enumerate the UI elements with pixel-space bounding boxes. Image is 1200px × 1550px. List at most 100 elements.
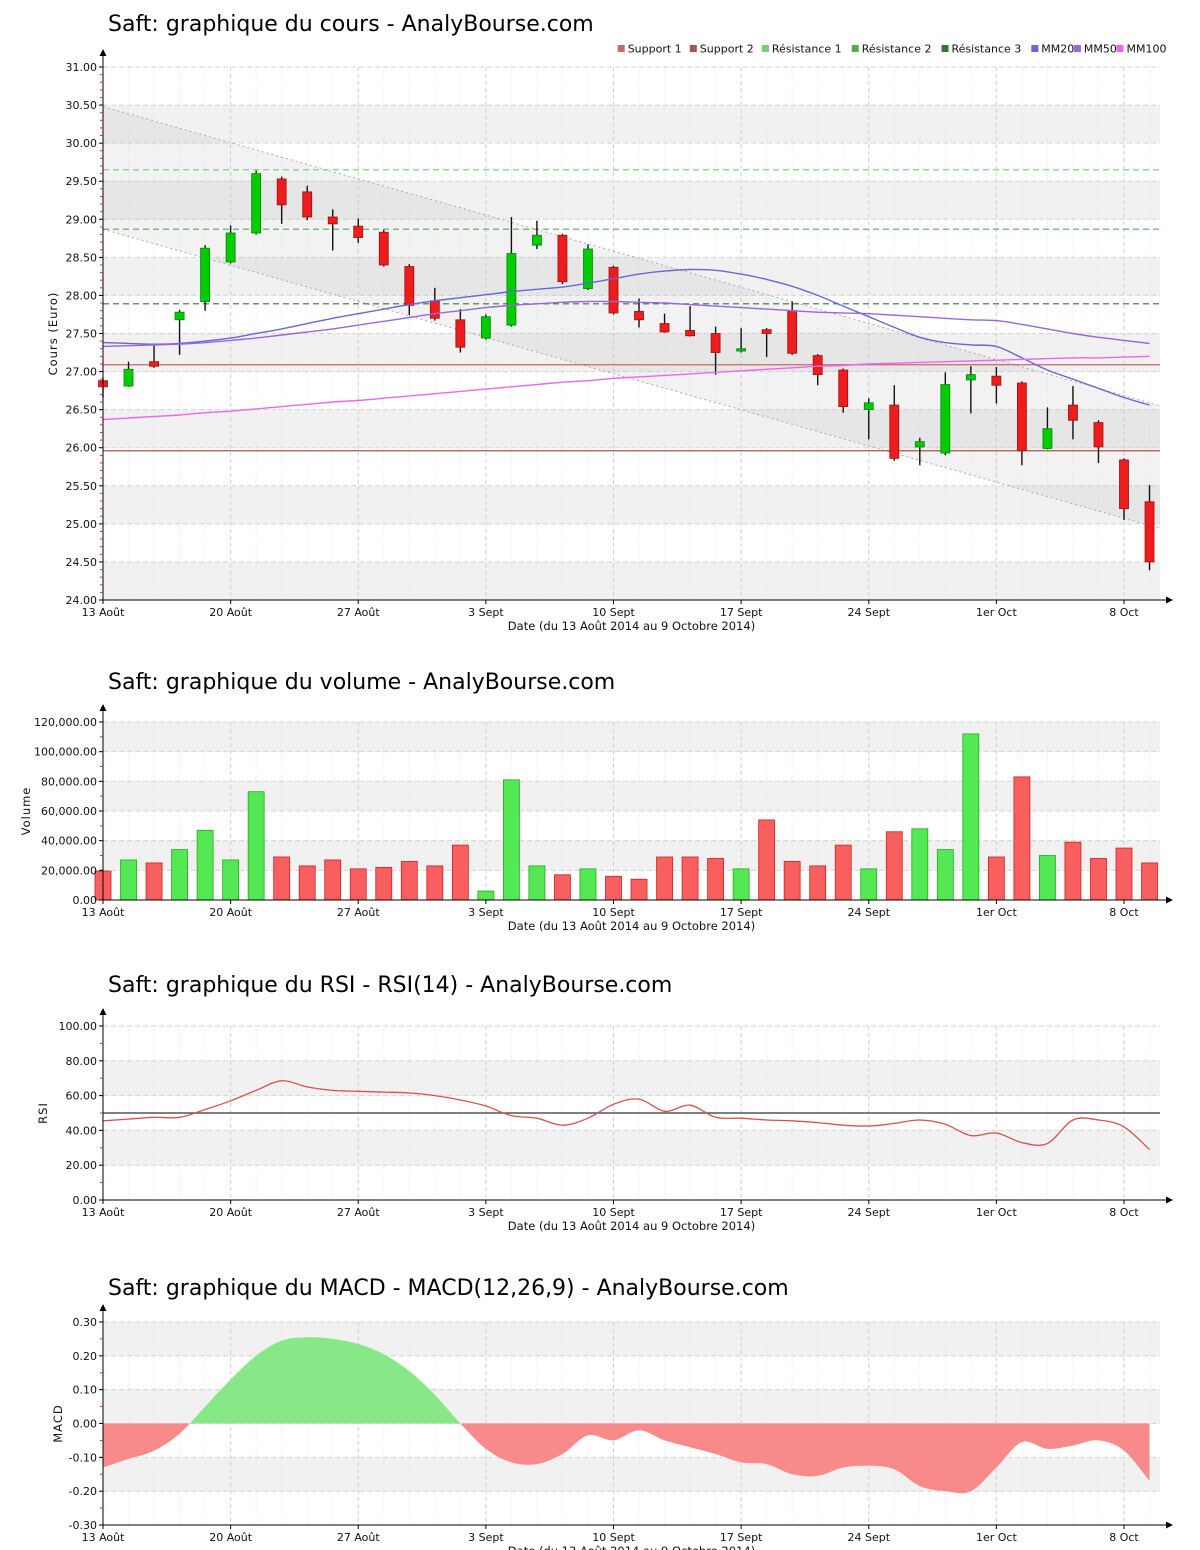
volume-bar-down: [987, 856, 1005, 901]
volume-bar-up: [477, 890, 495, 901]
candle-up: [123, 368, 134, 387]
volume-bar-up: [222, 859, 240, 901]
volume-bar-down: [681, 856, 699, 901]
candle-down: [302, 191, 313, 218]
candle-down: [378, 231, 389, 266]
volume-bar-up: [528, 865, 546, 901]
volume-bar-up: [502, 779, 520, 901]
x-tick-label: 20 Août: [209, 606, 253, 619]
volume-bar-up: [247, 791, 265, 901]
x-tick-label: 27 Août: [337, 1206, 381, 1219]
y-tick-label: 31.00: [66, 61, 98, 74]
x-tick-label: 3 Sept: [468, 1206, 504, 1219]
rsi-axes: 0.00 20.00 40.00 60.00 80.00 100.00 13 Août 20 …: [36, 1008, 1173, 1233]
volume-bar-down: [656, 856, 673, 901]
y-tick-label: 27.50: [66, 328, 98, 341]
candle-down: [1119, 459, 1129, 510]
rsi-chart: 0.00 20.00 40.00 60.00 80.00 100.00 13 Août 20 …: [36, 1008, 1173, 1233]
volume-bar-down: [1141, 862, 1158, 901]
volume-bar-down: [1090, 858, 1107, 901]
x-tick-label: 24 Sept: [847, 606, 890, 619]
candle-down: [889, 404, 900, 459]
x-tick-label: 24 Sept: [847, 1531, 890, 1544]
volume-bars: [94, 733, 1158, 901]
x-tick-label: 24 Sept: [847, 1206, 890, 1219]
candle-up: [532, 234, 542, 246]
y-tick-label: 0.30: [73, 1316, 98, 1329]
y-axis-title: RSI: [36, 1102, 50, 1124]
y-axis-title: Cours (Euro): [46, 292, 60, 376]
rsi-chart-title: Saft: graphique du RSI - RSI(14) - Analy…: [108, 973, 673, 998]
y-axis-arrow: [99, 49, 107, 56]
y-tick-label: 0.00: [73, 1418, 98, 1431]
x-tick-label: 27 Août: [337, 606, 381, 619]
candle-down: [276, 178, 287, 206]
candle-up: [225, 232, 236, 263]
volume-bar-down: [324, 859, 342, 901]
y-tick-label: 30.00: [66, 137, 98, 150]
candle-down: [812, 355, 823, 376]
legend-swatch: [941, 45, 949, 52]
volume-bar-up: [579, 868, 597, 901]
candle-down: [1068, 404, 1078, 421]
x-tick-label: 20 Août: [209, 1531, 253, 1544]
y-tick-label: 29.50: [66, 175, 98, 188]
legend-swatch: [1116, 45, 1124, 52]
band: [103, 1457, 1160, 1492]
legend-label: Résistance 3: [952, 43, 1022, 56]
legend-label: MM100: [1127, 43, 1167, 56]
y-tick-label: 24.00: [66, 594, 98, 607]
y-tick-label: 20.00: [66, 1159, 98, 1172]
volume-bar-down: [1013, 776, 1031, 901]
x-tick-label: 17 Sept: [720, 606, 763, 619]
x-axis-title: Date (du 13 Août 2014 au 9 Octobre 2014): [508, 919, 755, 933]
mm20-line: [102, 268, 1150, 406]
volume-bar-up: [732, 868, 750, 901]
x-axis-arrow: [1166, 1521, 1173, 1529]
y-tick-label: 0.20: [73, 1350, 98, 1363]
candle-down: [353, 225, 364, 238]
legend-swatch: [617, 45, 625, 52]
x-tick-label: 20 Août: [209, 1206, 253, 1219]
x-axis-title: Date (du 13 Août 2014 au 9 Octobre 2014): [508, 619, 755, 633]
y-axis-arrow: [99, 1304, 107, 1311]
x-tick-label: 8 Oct: [1109, 1206, 1139, 1219]
y-tick-label: 100.00: [59, 1020, 98, 1033]
legend-swatch: [761, 45, 769, 52]
y-axis-arrow: [99, 704, 107, 711]
candle-down: [455, 319, 466, 348]
candle-up: [863, 402, 874, 411]
price-chart: 24.00 24.50 25.00 25.50 26.00 26.50 27.00 27.50…: [46, 43, 1173, 633]
x-tick-label: 10 Sept: [592, 906, 635, 919]
x-tick-label: 1er Oct: [976, 1531, 1017, 1544]
y-tick-label: -0.10: [69, 1451, 97, 1464]
x-tick-label: 13 Août: [82, 906, 126, 919]
x-tick-label: 24 Sept: [847, 906, 890, 919]
candle-down: [787, 310, 798, 354]
rsi-line: [102, 1080, 1150, 1150]
x-tick-label: 13 Août: [82, 1531, 126, 1544]
macd-chart-title: Saft: graphique du MACD - MACD(12,26,9) …: [108, 1276, 789, 1301]
band: [103, 781, 1160, 811]
y-tick-label: 25.00: [66, 518, 98, 531]
volume-bar-down: [554, 874, 571, 901]
x-tick-label: 3 Sept: [468, 906, 504, 919]
y-tick-label: 30.50: [66, 99, 98, 112]
macd-chart: -0.30 -0.20 -0.10 0.00 0.10 0.20 0.30 13 Août 20…: [51, 1304, 1173, 1550]
band: [103, 409, 1160, 448]
candle-down: [710, 333, 721, 353]
volume-h-gridlines: [103, 721, 1160, 871]
y-axis-title: MACD: [51, 1404, 65, 1442]
volume-bar-up: [120, 859, 137, 901]
candle-down: [404, 266, 415, 306]
candle-up: [480, 316, 491, 339]
y-tick-label: 80,000.00: [41, 775, 97, 788]
x-tick-label: 1er Oct: [976, 606, 1017, 619]
y-axis-title: Volume: [19, 787, 33, 836]
x-axis-title: Date (du 13 Août 2014 au 9 Octobre 2014): [508, 1544, 755, 1550]
y-tick-label: 60.00: [66, 1090, 98, 1103]
volume-bar-down: [834, 844, 852, 901]
band: [103, 561, 1160, 600]
x-tick-label: 17 Sept: [720, 906, 763, 919]
